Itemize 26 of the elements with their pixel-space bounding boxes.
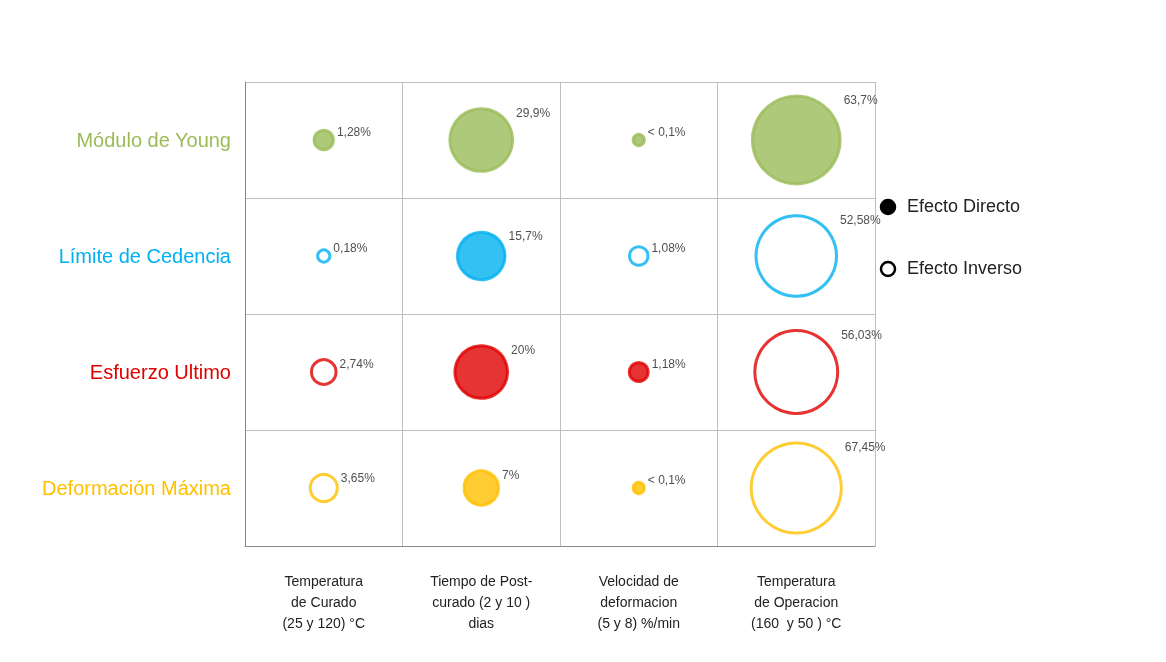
data-label: < 0,1%	[647, 473, 686, 487]
category-label: Velocidad de deformacion (5 y 8) %/min	[597, 572, 680, 631]
data-label: 15,7%	[508, 229, 543, 244]
legend-label: Límite de Cedencia	[58, 245, 232, 267]
text: Efecto Directo	[907, 196, 1021, 217]
data-label: 7%	[501, 467, 520, 482]
data-label: < 0,1%	[647, 125, 686, 139]
data-label: 2,74%	[339, 356, 374, 371]
data-label: 1,18%	[651, 357, 687, 371]
legend-label: Módulo de Young	[76, 129, 231, 151]
category-label: Tiempo de Post- curado (2 y 10 ) dias	[430, 572, 533, 631]
category-label: Temperatura de Curado (25 y 120) °C	[282, 572, 366, 631]
data-label: 1,28%	[336, 125, 372, 139]
data-label: 20%	[511, 342, 536, 357]
category-label: Temperatura de Operacion (160 y 50 ) °C	[751, 572, 842, 631]
data-label: 0,18%	[333, 241, 368, 255]
data-label: 63,7%	[843, 93, 879, 108]
data-label: 1,08%	[651, 241, 686, 255]
data-label: 56,03%	[841, 327, 883, 342]
data-label: 52,58%	[840, 212, 882, 227]
text: Efecto Inverso	[907, 258, 1023, 279]
data-label: 29,9%	[516, 105, 551, 120]
data-label: 67,45%	[844, 439, 886, 454]
legend-label: Esfuerzo Ultimo	[89, 361, 231, 383]
data-label: 3,65%	[340, 471, 376, 486]
legend-label: Deformación Máxima	[42, 477, 232, 499]
